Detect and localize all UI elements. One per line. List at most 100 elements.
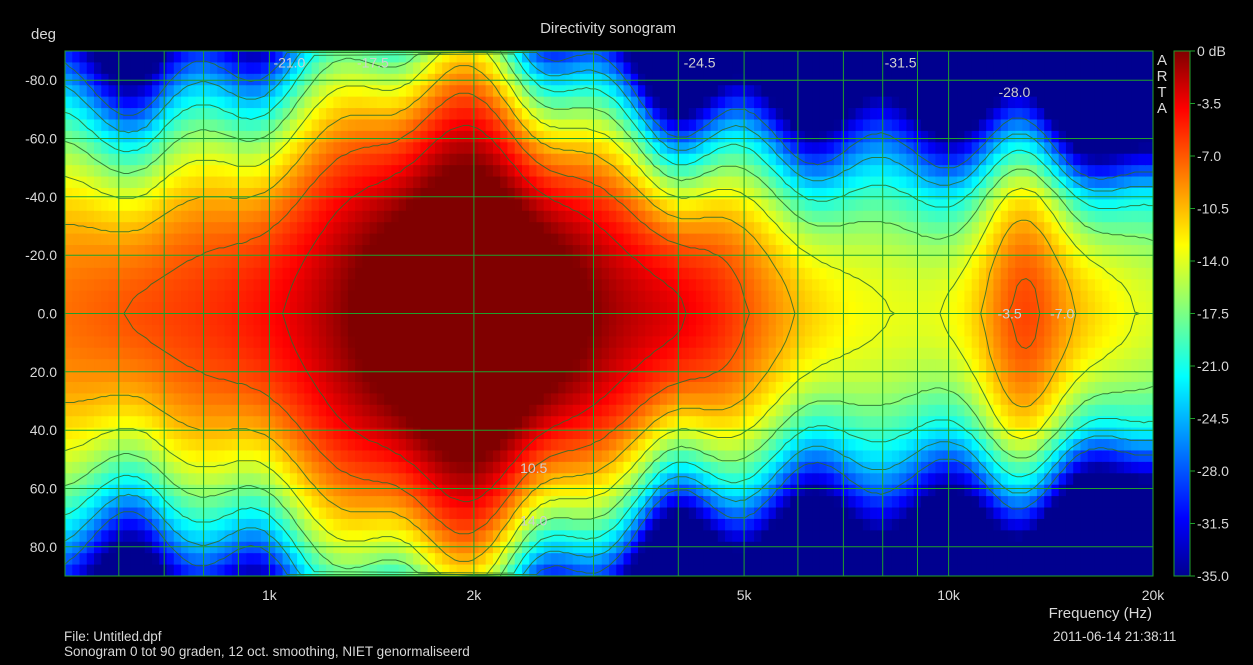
- heatmap-cell: [144, 530, 153, 543]
- heatmap-cell: [819, 290, 828, 303]
- heatmap-cell: [507, 108, 516, 121]
- heatmap-cell: [659, 233, 668, 246]
- heatmap-cell: [804, 165, 813, 178]
- heatmap-cell: [616, 130, 625, 143]
- heatmap-cell: [500, 416, 509, 429]
- heatmap-cell: [159, 176, 168, 189]
- heatmap-cell: [601, 62, 610, 75]
- heatmap-cell: [355, 507, 363, 520]
- heatmap-cell: [681, 233, 690, 246]
- heatmap-cell: [195, 484, 204, 497]
- heatmap-cell: [246, 165, 255, 178]
- heatmap-cell: [696, 96, 704, 109]
- heatmap-cell: [572, 96, 581, 109]
- heatmap-cell: [297, 393, 305, 406]
- heatmap-cell: [101, 553, 110, 566]
- heatmap-cell: [463, 290, 472, 303]
- heatmap-cell: [311, 416, 320, 429]
- heatmap-cell: [710, 119, 719, 132]
- heatmap-cell: [123, 222, 131, 235]
- heatmap-cell: [152, 142, 160, 155]
- heatmap-cell: [108, 381, 117, 394]
- heatmap-cell: [79, 85, 88, 98]
- heatmap-cell: [79, 108, 88, 121]
- heatmap-cell: [195, 62, 204, 75]
- heatmap-cell: [101, 313, 110, 326]
- heatmap-cell: [65, 553, 73, 566]
- heatmap-cell: [500, 233, 509, 246]
- heatmap-cell: [268, 541, 276, 554]
- heatmap-cell: [195, 51, 204, 64]
- heatmap-cell: [579, 279, 588, 292]
- heatmap-cell: [442, 381, 451, 394]
- heatmap-cell: [601, 381, 610, 394]
- heatmap-cell: [819, 381, 828, 394]
- heatmap-cell: [630, 290, 639, 303]
- heatmap-cell: [123, 119, 131, 132]
- heatmap-cell: [761, 473, 770, 486]
- heatmap-cell: [181, 553, 189, 566]
- heatmap-cell: [369, 507, 378, 520]
- heatmap-cell: [123, 324, 131, 337]
- heatmap-cell: [384, 439, 392, 452]
- heatmap-cell: [667, 347, 675, 360]
- heatmap-cell: [739, 108, 748, 121]
- heatmap-cell: [543, 233, 552, 246]
- heatmap-cell: [239, 359, 247, 372]
- heatmap-cell: [231, 85, 240, 98]
- heatmap-cell: [536, 439, 545, 452]
- heatmap-cell: [732, 267, 741, 280]
- heatmap-cell: [550, 461, 559, 474]
- heatmap-cell: [543, 450, 552, 463]
- heatmap-cell: [681, 416, 690, 429]
- heatmap-cell: [478, 473, 487, 486]
- heatmap-cell: [543, 473, 552, 486]
- heatmap-cell: [471, 336, 480, 349]
- heatmap-cell: [108, 518, 117, 531]
- heatmap-cell: [347, 62, 356, 75]
- heatmap-cell: [616, 279, 625, 292]
- heatmap-cell: [594, 142, 603, 155]
- heatmap-cell: [347, 518, 356, 531]
- heatmap-cell: [130, 222, 139, 235]
- heatmap-cell: [558, 347, 567, 360]
- heatmap-cell: [311, 96, 320, 109]
- heatmap-cell: [710, 507, 719, 520]
- heatmap-cell: [790, 439, 799, 452]
- heatmap-cell: [797, 96, 806, 109]
- heatmap-cell: [485, 119, 494, 132]
- heatmap-cell: [565, 553, 574, 566]
- heatmap-cell: [275, 450, 284, 463]
- heatmap-cell: [101, 199, 110, 212]
- heatmap-cell: [413, 393, 422, 406]
- heatmap-cell: [268, 473, 276, 486]
- heatmap-cell: [188, 518, 197, 531]
- heatmap-cell: [841, 165, 849, 178]
- heatmap-cell: [812, 518, 820, 531]
- heatmap-cell: [710, 290, 719, 303]
- heatmap-cell: [311, 518, 320, 531]
- heatmap-cell: [318, 507, 327, 520]
- heatmap-cell: [420, 233, 429, 246]
- heatmap-cell: [681, 51, 690, 64]
- heatmap-cell: [108, 142, 117, 155]
- heatmap-cell: [667, 165, 675, 178]
- heatmap-cell: [558, 553, 567, 566]
- heatmap-cell: [514, 359, 523, 372]
- heatmap-cell: [485, 450, 494, 463]
- heatmap-cell: [652, 210, 661, 223]
- heatmap-cell: [667, 541, 675, 554]
- heatmap-cell: [601, 336, 610, 349]
- heatmap-cell: [739, 416, 748, 429]
- heatmap-cell: [746, 473, 755, 486]
- heatmap-cell: [681, 553, 690, 566]
- heatmap-cell: [173, 541, 182, 554]
- heatmap-cell: [333, 484, 342, 497]
- heatmap-cell: [579, 439, 588, 452]
- heatmap-cell: [260, 439, 269, 452]
- heatmap-cell: [536, 450, 545, 463]
- heatmap-cell: [587, 119, 596, 132]
- heatmap-cell: [115, 484, 124, 497]
- heatmap-cell: [260, 210, 269, 223]
- heatmap-cell: [463, 370, 472, 383]
